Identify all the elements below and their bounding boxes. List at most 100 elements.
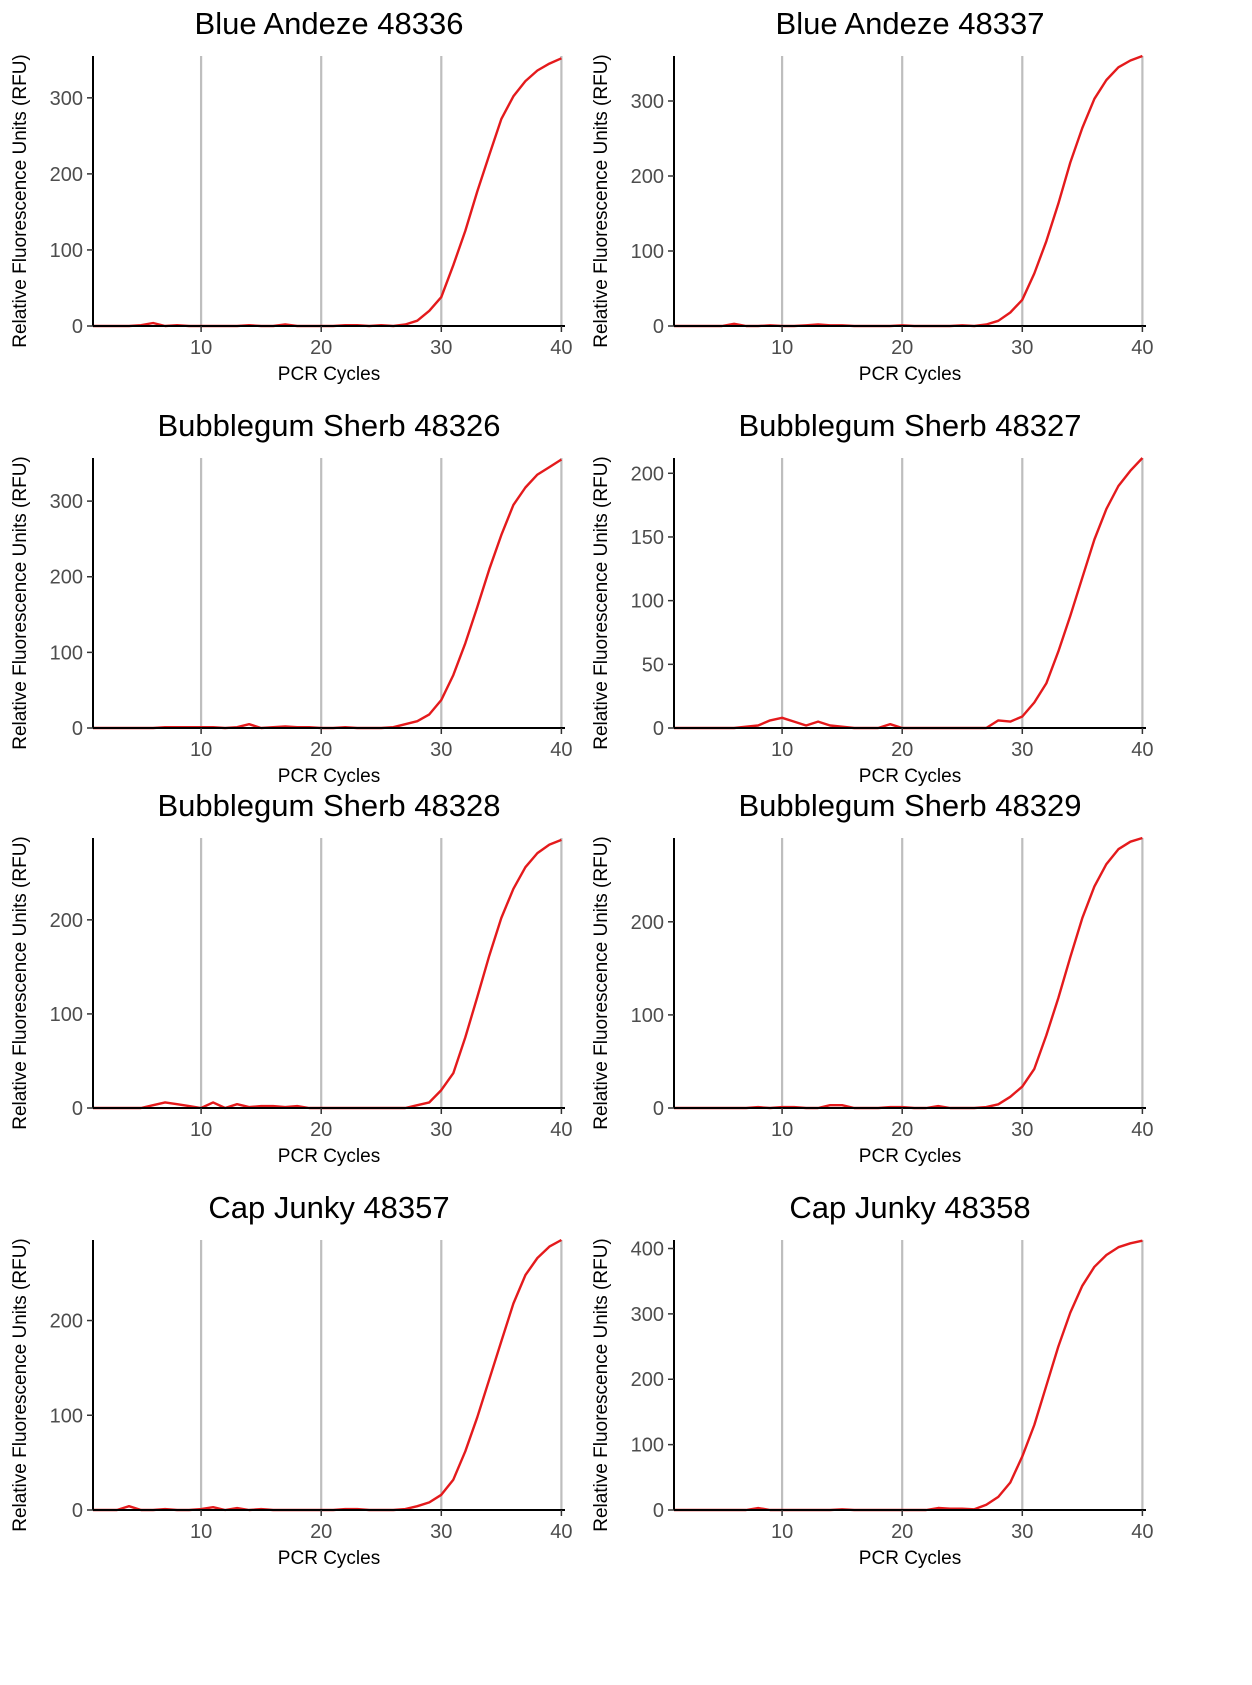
chart-panel-bubblegum-sherb-48327: Bubblegum Sherb 48327 0 50 100 150 200 10 20 30 4… [581,402,1207,804]
chart-panel-bubblegum-sherb-48328: Bubblegum Sherb 48328 0 100 200 10 20 30 40 PCR … [0,782,626,1184]
fluorescence-curve [93,458,563,730]
chart-panel-cap-junky-48357: Cap Junky 48357 0 100 200 10 20 30 40 PCR Cycles… [0,1184,626,1586]
x-tick-label: 20 [891,739,913,761]
x-axis-title: PCR Cycles [278,364,380,385]
y-tick-label: 0 [653,1098,664,1120]
x-tick-label: 10 [771,1119,793,1141]
y-tick-label: 100 [50,642,83,664]
x-tick-label: 30 [1011,739,1033,761]
chart-svg: Blue Andeze 48337 0 100 200 300 10 20 30 40 PCR C… [591,6,1154,385]
fluorescence-curve [674,1239,1143,1512]
y-tick-label: 200 [631,463,664,485]
y-tick-label: 100 [50,240,83,262]
chart-title: Cap Junky 48357 [208,1190,449,1225]
y-tick-label: 200 [50,164,83,186]
chart-svg: Blue Andeze 48336 0 100 200 300 10 20 30 40 PCR C… [10,6,573,385]
fluorescence-curve [674,457,1144,730]
y-axis-title: Relative Fluorescence Units (RFU) [591,836,612,1130]
y-tick-label: 0 [72,316,83,338]
x-tick-label: 20 [310,1119,332,1141]
chart-panel-cap-junky-48358: Cap Junky 48358 0 100 200 300 400 10 20 30 40 PCR … [581,1184,1207,1586]
fluorescence-curve [93,1238,562,1512]
x-tick-label: 20 [891,1521,913,1543]
chart-svg: Bubblegum Sherb 48328 0 100 200 10 20 30 40 PCR … [10,788,573,1167]
x-tick-label: 30 [430,739,452,761]
y-tick-label: 300 [631,91,664,113]
x-tick-label: 10 [190,739,212,761]
y-axis-title: Relative Fluorescence Units (RFU) [10,54,31,348]
y-axis-title: Relative Fluorescence Units (RFU) [591,1238,612,1532]
x-tick-label: 10 [190,1119,212,1141]
fluorescence-curve [674,54,1143,328]
y-tick-label: 100 [631,1435,664,1457]
chart-title: Bubblegum Sherb 48326 [158,408,501,443]
fluorescence-curve [93,57,562,328]
x-tick-label: 40 [1131,739,1153,761]
chart-panel-blue-andeze-48336: Blue Andeze 48336 0 100 200 300 10 20 30 40 PCR C… [0,0,626,402]
fluorescence-curve [674,836,1143,1110]
chart-title: Bubblegum Sherb 48329 [739,788,1082,823]
x-tick-label: 30 [1011,1119,1033,1141]
x-axis-title: PCR Cycles [278,766,380,787]
y-tick-label: 400 [631,1238,664,1260]
chart-title: Bubblegum Sherb 48328 [158,788,501,823]
y-tick-label: 200 [631,166,664,188]
x-tick-label: 20 [310,1521,332,1543]
chart-svg: Bubblegum Sherb 48329 0 100 200 10 20 30 40 PCR … [591,788,1154,1167]
chart-title: Bubblegum Sherb 48327 [739,408,1082,443]
y-tick-label: 200 [50,910,83,932]
x-tick-label: 40 [1131,1119,1153,1141]
x-tick-label: 30 [430,1119,452,1141]
chart-svg: Bubblegum Sherb 48327 0 50 100 150 200 10 20 30 4… [591,408,1154,787]
chart-title: Blue Andeze 48336 [195,6,464,41]
y-axis-title: Relative Fluorescence Units (RFU) [591,456,612,750]
x-tick-label: 20 [891,337,913,359]
x-tick-label: 40 [1131,337,1153,359]
y-tick-label: 50 [642,654,664,676]
x-tick-label: 40 [550,739,572,761]
chart-panel-bubblegum-sherb-48329: Bubblegum Sherb 48329 0 100 200 10 20 30 40 PCR … [581,782,1207,1184]
x-axis-title: PCR Cycles [278,1146,380,1167]
y-tick-label: 100 [50,1405,83,1427]
x-axis-title: PCR Cycles [278,1548,380,1569]
x-axis-title: PCR Cycles [859,1548,961,1569]
x-tick-label: 10 [190,337,212,359]
y-tick-label: 200 [50,1311,83,1333]
x-tick-label: 30 [430,1521,452,1543]
x-axis-title: PCR Cycles [859,1146,961,1167]
y-axis-title: Relative Fluorescence Units (RFU) [10,836,31,1130]
chart-panel-bubblegum-sherb-48326: Bubblegum Sherb 48326 0 100 200 300 10 20 30 40 P… [0,402,626,804]
x-tick-label: 40 [550,1119,572,1141]
x-tick-label: 40 [550,1521,572,1543]
x-tick-label: 20 [310,739,332,761]
chart-title: Cap Junky 48358 [789,1190,1030,1225]
x-tick-label: 10 [771,739,793,761]
x-axis-title: PCR Cycles [859,364,961,385]
x-tick-label: 30 [430,337,452,359]
y-tick-label: 0 [653,718,664,740]
y-tick-label: 0 [653,1500,664,1522]
x-axis-title: PCR Cycles [859,766,961,787]
y-tick-label: 300 [50,88,83,110]
x-tick-label: 10 [190,1521,212,1543]
y-tick-label: 300 [631,1304,664,1326]
y-tick-label: 0 [72,1500,83,1522]
y-tick-label: 300 [50,491,83,513]
y-tick-label: 0 [72,718,83,740]
x-tick-label: 40 [550,337,572,359]
y-tick-label: 200 [631,912,664,934]
y-tick-label: 200 [631,1369,664,1391]
fluorescence-curve [93,838,562,1110]
y-tick-label: 100 [631,591,664,613]
x-tick-label: 20 [310,337,332,359]
y-axis-title: Relative Fluorescence Units (RFU) [591,54,612,348]
x-tick-label: 30 [1011,337,1033,359]
x-tick-label: 10 [771,1521,793,1543]
y-axis-title: Relative Fluorescence Units (RFU) [10,456,31,750]
y-tick-label: 0 [72,1098,83,1120]
chart-svg: Cap Junky 48357 0 100 200 10 20 30 40 PCR Cycles… [10,1190,573,1569]
chart-svg: Bubblegum Sherb 48326 0 100 200 300 10 20 30 40 P… [10,408,573,787]
chart-title: Blue Andeze 48337 [776,6,1045,41]
chart-svg: Cap Junky 48358 0 100 200 300 400 10 20 30 40 PCR … [591,1190,1154,1569]
y-tick-label: 100 [631,241,664,263]
